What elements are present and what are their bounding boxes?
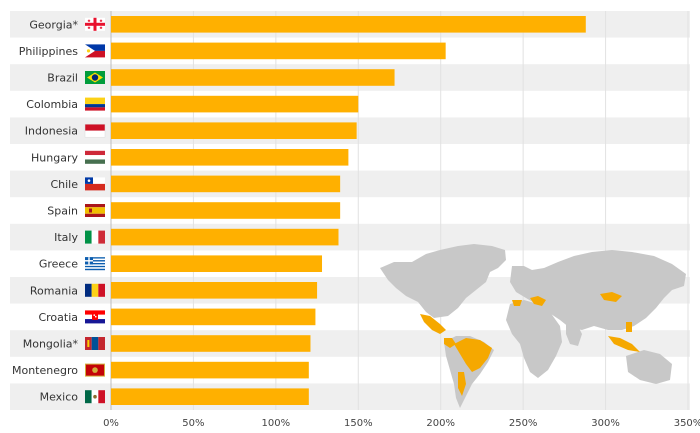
italy-flag-icon [85,230,105,244]
x-tick-label: 150% [344,418,373,429]
bar-greece [111,255,323,272]
category-label: Spain [47,205,78,218]
category-label: Romania [30,284,78,297]
category-labels: Georgia* Philippines Brazil Colombia Indones… [12,18,79,403]
croatia-flag-icon [85,310,105,324]
category-label: Chile [50,178,78,191]
bar-philippines [111,42,446,60]
bar-hungary [111,149,349,166]
bar-georgia [111,16,586,33]
x-tick-label: 100% [262,418,291,429]
spain-flag-icon [85,204,105,217]
bar-chile [111,175,341,193]
georgia-flag-icon [85,17,105,31]
x-tick-labels: 0% 50% 100% 150% 200% 250% 300% 350% [103,418,700,429]
flags [84,17,106,404]
world-map-highlighted-countries [420,292,640,396]
bar-mexico [111,388,309,405]
bar-mongolia [111,335,311,352]
bar-montenegro [111,361,309,379]
category-label: Italy [54,231,78,244]
x-tick-label: 50% [182,418,204,429]
greece-flag-icon [85,257,105,271]
indonesia-flag-icon [84,123,106,138]
bar-romania [111,282,318,299]
x-tick-label: 0% [103,418,119,429]
bars [111,16,586,405]
category-label: Greece [39,258,78,271]
romania-flag-icon [85,283,105,297]
category-label: Croatia [38,311,78,324]
mongolia-flag-icon [85,337,105,350]
mexico-flag-icon [85,390,105,404]
montenegro-flag-icon [85,363,105,377]
category-label: Hungary [31,151,78,164]
category-label: Montenegro [12,364,78,377]
colombia-flag-icon [85,97,105,111]
bar-croatia [111,308,316,326]
bar-indonesia [111,122,357,139]
world-map [380,244,686,408]
x-tick-label: 350% [674,418,700,429]
x-tick-label: 300% [591,418,620,429]
brazil-flag-icon [85,71,105,84]
hungary-flag-icon [85,150,105,164]
category-label: Georgia* [29,18,78,31]
x-tick-label: 200% [426,418,455,429]
philippines-flag-icon [85,44,105,58]
x-tick-label: 250% [509,418,538,429]
bar-colombia [111,95,359,113]
bar-spain [111,202,341,219]
category-label: Mexico [40,391,79,404]
bar-brazil [111,69,395,86]
category-label: Indonesia [25,125,78,138]
bar-italy [111,228,339,246]
chile-flag-icon [85,177,105,191]
category-label: Colombia [26,98,78,111]
category-label: Philippines [19,45,79,58]
category-label: Mongolia* [23,338,79,351]
category-label: Brazil [47,72,78,85]
